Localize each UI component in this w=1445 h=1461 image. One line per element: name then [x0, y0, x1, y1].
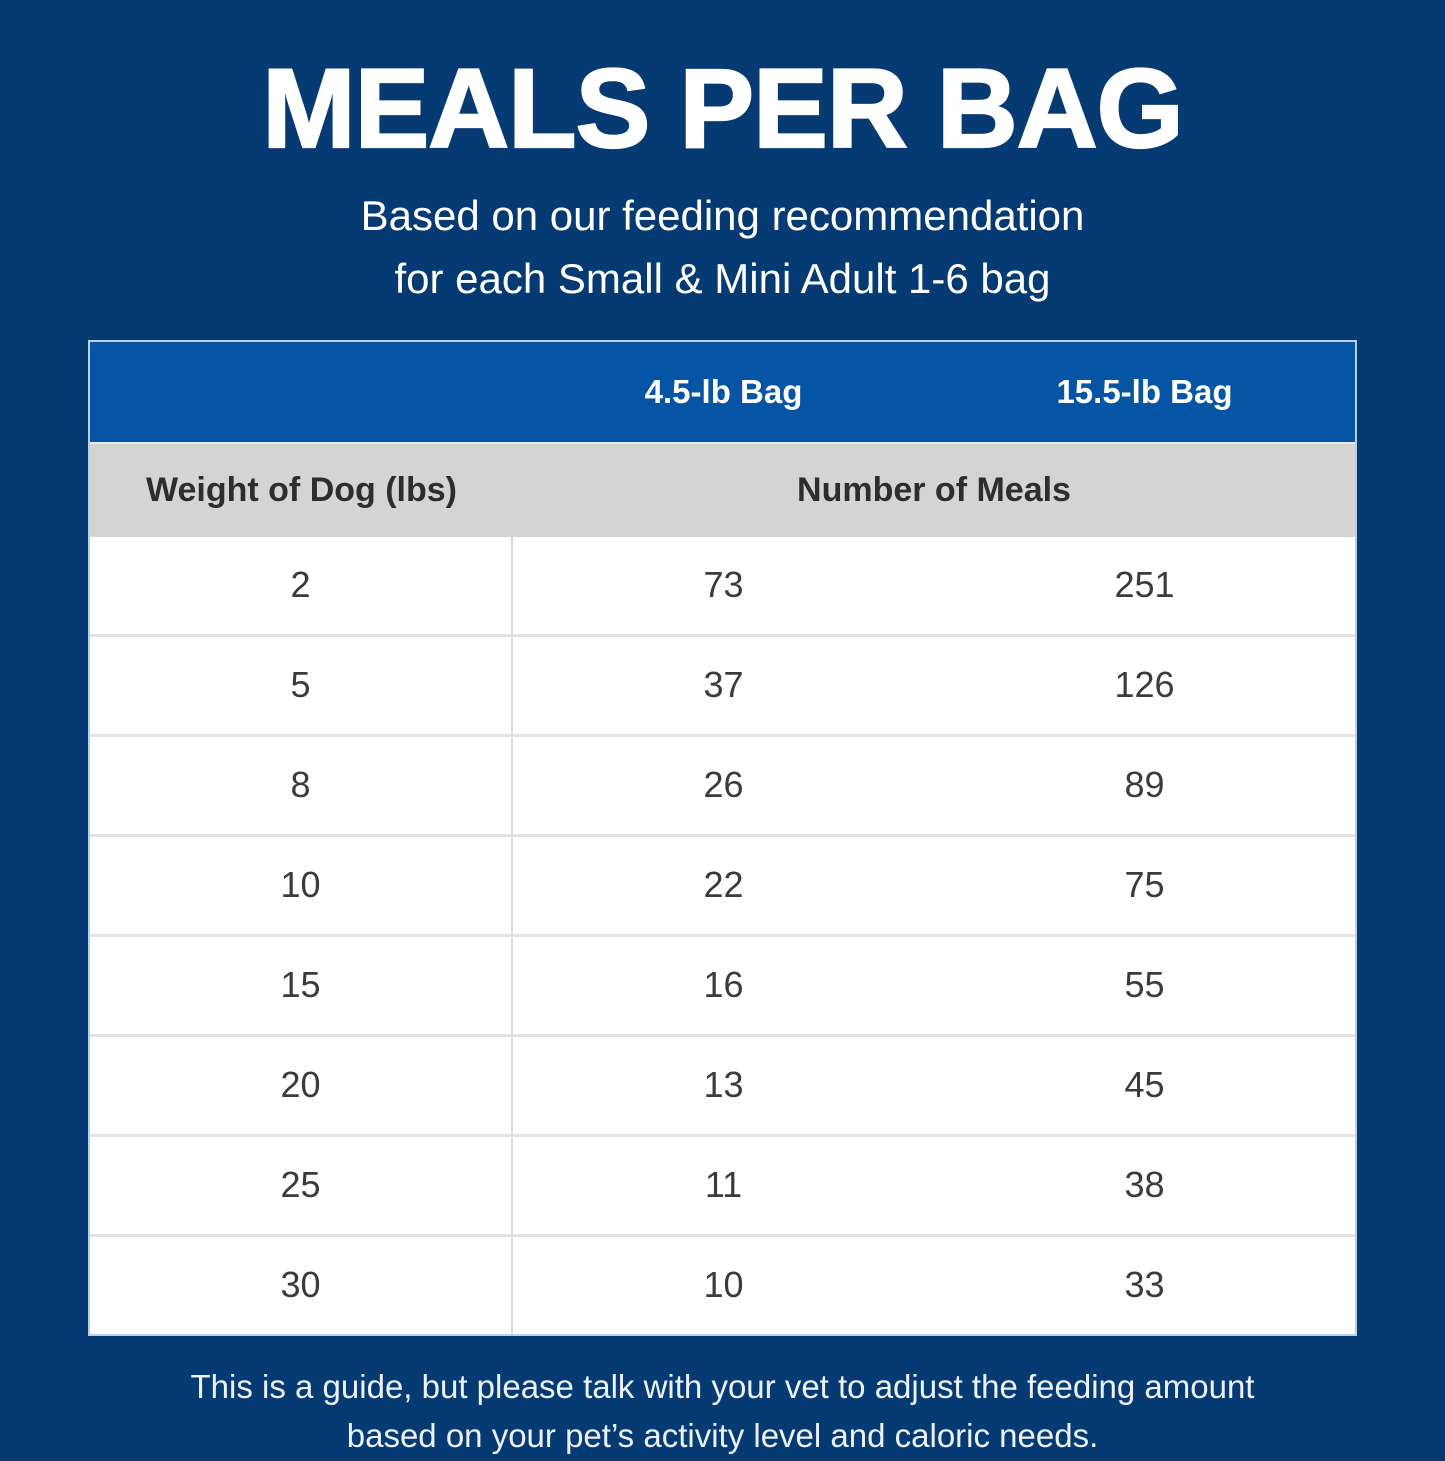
- meals-count-cell: 45: [1124, 1064, 1165, 1106]
- meals-count-cell: 126: [1114, 664, 1175, 706]
- number-of-meals-header: Number of Meals: [797, 470, 1071, 509]
- meals-count-cell: 89: [1124, 764, 1165, 806]
- table-row: 10 22 75: [90, 833, 1355, 934]
- meals-count-cell: 13: [703, 1064, 744, 1106]
- meals-count-cell: 33: [1124, 1264, 1165, 1306]
- weight-cell: 30: [90, 1236, 514, 1334]
- meals-count-cell: 55: [1124, 964, 1165, 1006]
- subheader-row: Weight of Dog (lbs) Number of Meals: [90, 443, 1355, 537]
- meals-count-cell: 16: [703, 964, 744, 1006]
- weight-cell: 10: [90, 836, 514, 934]
- table-row: 8 26 89: [90, 733, 1355, 834]
- meals-per-bag-table: 4.5-lb Bag 15.5-lb Bag Weight of Dog (lb…: [88, 339, 1357, 1336]
- weight-cell: 25: [90, 1136, 514, 1234]
- weight-cell: 20: [90, 1036, 514, 1134]
- table-row: 20 13 45: [90, 1033, 1355, 1134]
- weight-of-dog-header: Weight of Dog (lbs): [146, 470, 457, 509]
- footer-line-2: based on your pet’s activity level and c…: [346, 1417, 1099, 1455]
- table-row: 25 11 38: [90, 1133, 1355, 1234]
- weight-cell: 15: [90, 936, 514, 1034]
- weight-cell: 5: [90, 636, 514, 734]
- weight-cell: 8: [90, 736, 514, 834]
- meals-count-cell: 22: [703, 864, 744, 906]
- meals-count-cell: 10: [703, 1264, 744, 1306]
- page-subtitle: Based on our feeding recommendation for …: [0, 184, 1445, 310]
- header: MEALS PER BAG Based on our feeding recom…: [0, 0, 1445, 310]
- bag-header-row: 4.5-lb Bag 15.5-lb Bag: [90, 341, 1355, 444]
- subtitle-line-1: Based on our feeding recommendation: [360, 191, 1085, 239]
- weight-cell: 2: [90, 536, 514, 634]
- bag-header-empty-cell: [90, 342, 513, 442]
- table-row: 2 73 251: [90, 536, 1355, 634]
- bag-header-15-5lb: 15.5-lb Bag: [1056, 372, 1233, 410]
- meals-count-cell: 37: [703, 664, 744, 706]
- table-row: 15 16 55: [90, 933, 1355, 1034]
- meals-count-cell: 11: [704, 1164, 743, 1206]
- page-title: MEALS PER BAG: [261, 46, 1185, 171]
- table-body: 2 73 251 5 37 126 8 26 89 10 22 75 15 16 55 20 13 45 25 11 3…: [90, 536, 1355, 1334]
- footer-line-1: This is a guide, but please talk with yo…: [190, 1367, 1255, 1405]
- footer-note: This is a guide, but please talk with yo…: [0, 1362, 1445, 1461]
- bag-header-4-5lb: 4.5-lb Bag: [644, 372, 803, 410]
- meals-count-cell: 251: [1114, 564, 1175, 606]
- meals-count-cell: 75: [1124, 864, 1165, 906]
- meals-count-cell: 26: [703, 764, 744, 806]
- table-row: 5 37 126: [90, 633, 1355, 734]
- meals-count-cell: 73: [703, 564, 744, 606]
- subtitle-line-2: for each Small & Mini Adult 1-6 bag: [394, 254, 1051, 302]
- table-row: 30 10 33: [90, 1233, 1355, 1334]
- meals-count-cell: 38: [1124, 1164, 1165, 1206]
